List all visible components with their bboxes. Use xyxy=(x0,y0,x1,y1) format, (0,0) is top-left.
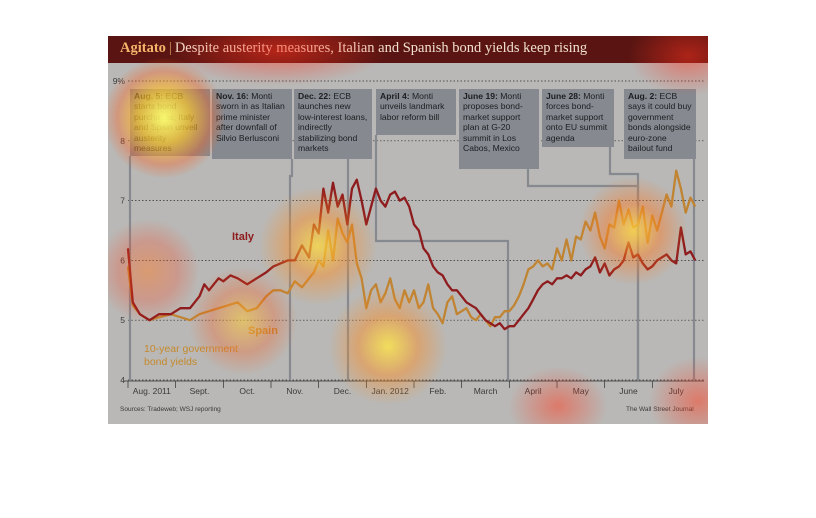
annotation-date: Aug. 2: xyxy=(628,91,658,101)
chart-figure: Agitato | Despite austerity measures, Ital… xyxy=(108,36,708,424)
y-tick-label: 9% xyxy=(113,76,126,86)
annotation-text: Monti proposes bond-market support plan … xyxy=(463,91,523,154)
annotation-date: Aug. 5: xyxy=(134,91,164,101)
y-tick-label: 4 xyxy=(120,375,125,385)
x-tick-label: June xyxy=(619,386,638,396)
x-tick-label: Sept. xyxy=(190,386,210,396)
y-axis-labels: 4 5 6 7 8 9% xyxy=(113,76,126,385)
annotation-aug2: Aug. 2: ECB says it could buy government… xyxy=(624,89,696,159)
annotation-text: ECB launches new low-interest loans, ind… xyxy=(298,91,368,154)
annotation-dec22: Dec. 22: ECB launches new low-interest l… xyxy=(294,89,372,159)
italy-label: Italy xyxy=(232,231,255,243)
source-note: Sources: Tradeweb; WSJ reporting xyxy=(120,406,221,413)
annotation-jun28: June 28: Monti forces bond-market suppor… xyxy=(542,89,614,147)
x-tick-label: Nov. xyxy=(286,386,303,396)
annotation-text: Monti unveils landmark labor reform bill xyxy=(380,91,445,122)
title-bold: Agitato xyxy=(120,40,166,56)
annotation-date: Dec. 22: xyxy=(298,91,331,101)
y-tick-label: 8 xyxy=(120,136,125,146)
annotation-apr4: April 4: Monti unveils landmark labor re… xyxy=(376,89,456,135)
x-tick-label: July xyxy=(669,386,685,396)
spain-label: Spain xyxy=(248,325,278,337)
annotation-text: ECB says it could buy government bonds a… xyxy=(628,91,692,154)
annotation-date: Nov. 16: xyxy=(216,91,249,101)
x-tick-label: May xyxy=(573,386,590,396)
annotation-connector xyxy=(374,135,510,380)
annotation-connector xyxy=(608,147,640,380)
x-tick-label: Aug. 2011 xyxy=(133,386,171,396)
annotation-aug5: Aug. 5: ECB starts bond purchases; Italy… xyxy=(130,89,210,156)
annotation-nov16: Nov. 16: Monti sworn in as Italian prime… xyxy=(212,89,292,159)
annotation-jun19: June 19: Monti proposes bond-market supp… xyxy=(459,89,539,169)
annotation-date: June 19: xyxy=(463,91,498,101)
x-tick-label: April xyxy=(525,386,542,396)
annotation-date: June 28: xyxy=(546,91,581,101)
series-line-spain xyxy=(126,169,697,328)
x-axis: Aug. 2011 Sept. Oct. Nov. Dec. Jan. 2012 Feb. M… xyxy=(124,380,704,396)
x-tick-label: Jan. 2012 xyxy=(371,386,409,396)
x-tick-label: Oct. xyxy=(239,386,255,396)
credit: The Wall Street Journal xyxy=(626,406,694,413)
annotation-text: Monti forces bond-market support onto EU… xyxy=(546,91,608,143)
y-tick-label: 6 xyxy=(120,255,125,265)
annotation-connector xyxy=(288,159,294,380)
x-tick-label: Dec. xyxy=(334,386,351,396)
legend-label: 10-year government bond yields xyxy=(144,343,238,368)
x-tick-label: March xyxy=(474,386,498,396)
y-tick-label: 5 xyxy=(120,315,125,325)
annotation-date: April 4: xyxy=(380,91,410,101)
y-tick-label: 7 xyxy=(120,196,125,206)
series-lines xyxy=(126,169,697,331)
series-line-italy xyxy=(126,178,697,331)
annotation-text: Monti sworn in as Italian prime minister… xyxy=(216,91,285,143)
x-tick-label: Feb. xyxy=(429,386,446,396)
